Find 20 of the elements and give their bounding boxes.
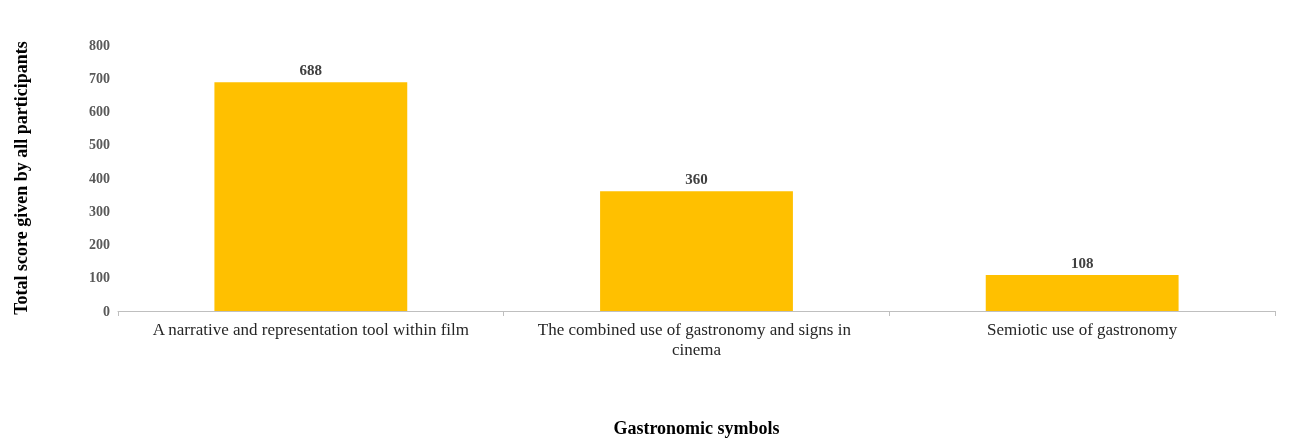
x-tick-label: Semiotic use of gastronomy: [987, 319, 1178, 339]
data-label: 360: [685, 170, 708, 187]
bar: [214, 82, 408, 311]
bar: [985, 275, 1179, 311]
data-label: 108: [1070, 254, 1094, 271]
y-tick-label: 800: [89, 37, 110, 53]
y-tick-label: 700: [89, 70, 110, 86]
y-tick-label: 500: [89, 137, 110, 153]
x-tick-label: A narrative and representation tool within film: [152, 319, 469, 339]
y-tick-label: 600: [89, 104, 110, 119]
x-axis-title: Gastronomic symbols: [613, 418, 780, 438]
y-tick-label: 200: [89, 237, 110, 252]
bar: [600, 191, 793, 311]
y-tick-label: 100: [89, 270, 110, 286]
data-label: 688: [299, 61, 323, 78]
x-tick-label: The combined use of gastronomy and signs in cinema: [537, 319, 856, 359]
y-tick-label: 0: [103, 303, 110, 319]
y-axis-title: Total score given by all participants: [11, 41, 31, 315]
y-tick-label: 400: [89, 170, 110, 186]
y-tick-label: 300: [89, 203, 110, 219]
